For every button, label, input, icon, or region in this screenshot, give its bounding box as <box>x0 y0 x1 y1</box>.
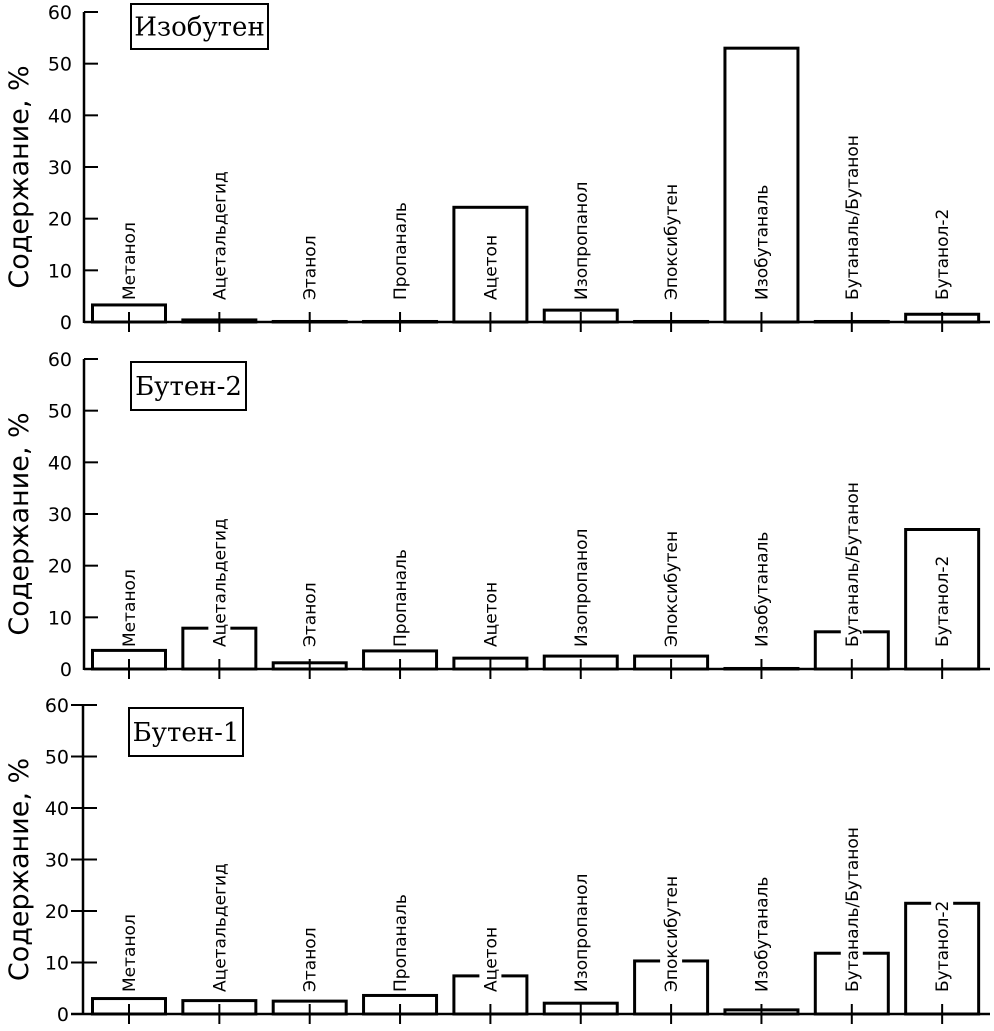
y-tick-label: 20 <box>48 556 72 578</box>
y-tick-label: 40 <box>48 452 72 474</box>
category-label: Метанол <box>120 569 140 647</box>
category-label: Эпоксибутен <box>662 876 682 992</box>
category-label: Бутаналь/Бутанон <box>843 482 863 647</box>
category-label: Пропаналь <box>391 894 411 992</box>
category-label: Бутанол-2 <box>933 556 953 647</box>
category-label: Ацетон <box>481 582 501 647</box>
category-label: Метанол <box>120 222 140 300</box>
y-tick-label: 10 <box>45 953 69 975</box>
y-axis-label: Содержание, % <box>4 65 35 288</box>
category-label: Этанол <box>301 235 321 300</box>
panel-1: 0 10 20 30 40 50 60 Содержание, % Метанол Ацеталь… <box>4 2 990 334</box>
y-tick-label: 50 <box>48 54 72 76</box>
y-tick-label: 60 <box>45 695 69 717</box>
category-label: Изопропанол <box>572 182 592 300</box>
category-label: Этанол <box>301 582 321 647</box>
category-label-bg <box>931 898 954 994</box>
category-label: Ацетальдегид <box>210 171 230 300</box>
category-label: Бутанол-2 <box>933 901 953 992</box>
category-label-bg <box>479 928 502 994</box>
y-tick-label: 0 <box>60 659 72 681</box>
y-tick-label: 60 <box>48 2 72 24</box>
y-axis-label: Содержание, % <box>4 758 35 981</box>
category-label: Пропаналь <box>391 549 411 647</box>
panel-title: Бутен-1 <box>133 718 240 748</box>
bar <box>723 46 800 324</box>
category-label: Изобутаналь <box>752 185 772 300</box>
panel-title: Изобутен <box>134 13 265 43</box>
panel-title: Бутен-2 <box>135 372 242 402</box>
category-label-bg <box>840 826 863 994</box>
y-tick-label: 50 <box>48 401 72 423</box>
category-label: Бутаналь/Бутанон <box>843 135 863 300</box>
y-tick-label: 0 <box>57 1004 69 1026</box>
y-tick-label: 20 <box>48 209 72 231</box>
category-label: Эпоксибутен <box>662 184 682 300</box>
category-label: Изопропанол <box>572 529 592 647</box>
category-label: Изобутаналь <box>752 532 772 647</box>
y-tick-label: 30 <box>45 850 69 872</box>
category-label: Бутаналь/Бутанон <box>843 827 863 992</box>
y-tick-label: 40 <box>48 105 72 127</box>
category-label: Изобутаналь <box>752 877 772 992</box>
category-label-bg <box>208 522 231 649</box>
panel-3: 0 10 20 30 40 50 60 Содержание, % Метанол Ацеталь… <box>4 695 990 1026</box>
category-label: Бутанол-2 <box>933 209 953 300</box>
y-tick-label: 50 <box>45 747 69 769</box>
category-label: Эпоксибутен <box>662 531 682 647</box>
y-tick-label: 60 <box>48 349 72 371</box>
category-label: Ацетон <box>481 927 501 992</box>
y-tick-label: 10 <box>48 607 72 629</box>
category-label: Ацетальдегид <box>210 518 230 647</box>
category-label: Изопропанол <box>572 874 592 992</box>
panel-title-box <box>128 707 244 757</box>
y-axis-label: Содержание, % <box>4 412 35 635</box>
category-label: Метанол <box>120 914 140 992</box>
y-tick-label: 40 <box>45 798 69 820</box>
y-tick-label: 20 <box>45 901 69 923</box>
category-label: Пропаналь <box>391 202 411 300</box>
category-label: Ацетальдегид <box>210 863 230 992</box>
bar <box>452 205 529 324</box>
panel-2: 0 10 20 30 40 50 60 Содержание, % Метанол Ацеталь… <box>4 349 990 681</box>
category-label: Ацетон <box>481 235 501 300</box>
category-label-bg <box>840 481 863 649</box>
category-label-bg <box>660 877 683 994</box>
panel-title-box <box>130 361 247 411</box>
y-tick-label: 30 <box>48 504 72 526</box>
y-tick-label: 10 <box>48 260 72 282</box>
panel-title-box <box>130 3 269 50</box>
y-tick-label: 30 <box>48 157 72 179</box>
category-label: Этанол <box>301 927 321 992</box>
y-tick-label: 0 <box>60 312 72 334</box>
